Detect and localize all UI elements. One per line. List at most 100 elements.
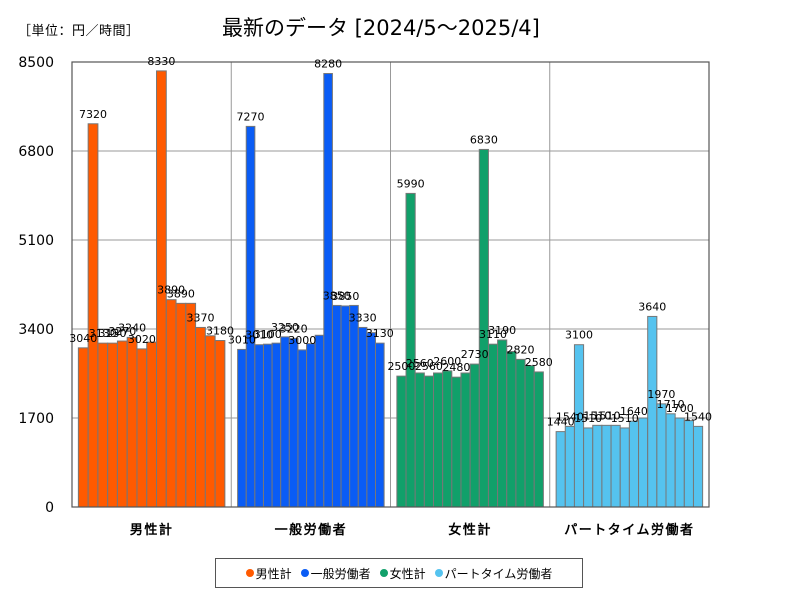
bar (331, 304, 342, 508)
bar (506, 351, 517, 508)
bar (414, 372, 425, 508)
bar (271, 342, 282, 508)
bar (647, 315, 658, 508)
bar (592, 424, 603, 508)
bar (340, 305, 351, 508)
bar (254, 344, 264, 508)
legend-label: 男性計 (255, 566, 292, 581)
data-label: 2480 (442, 361, 470, 374)
plot-frame (71, 61, 710, 508)
data-label: 3850 (331, 290, 359, 303)
bar (245, 125, 256, 508)
data-label: 3100 (565, 329, 593, 342)
bar (497, 339, 508, 508)
data-label: 3370 (186, 311, 214, 324)
unit-label: ［単位：円／時間］ (18, 24, 140, 39)
legend-label: 女性計 (389, 566, 426, 581)
bar (87, 123, 99, 508)
data-label: 3890 (167, 287, 195, 300)
data-label: 7270 (237, 110, 265, 123)
data-label: 3130 (89, 327, 117, 340)
data-label: 3850 (323, 289, 351, 302)
data-label: 3220 (280, 322, 308, 335)
bar (601, 424, 612, 508)
chart-legend: 男性計 一般労働者 女性計 パートタイム労働者 (215, 558, 583, 588)
legend-swatch (434, 569, 443, 577)
bar (185, 302, 197, 508)
bar (297, 349, 308, 508)
legend-item: 一般労働者 (300, 565, 371, 582)
data-label: 2500 (387, 360, 415, 373)
data-label: 3010 (228, 333, 256, 346)
bar (515, 358, 526, 508)
data-label: 3100 (254, 328, 282, 341)
data-label: 1970 (647, 388, 675, 401)
x-category-label: パートタイム労働者 (564, 522, 694, 538)
data-label: 8330 (147, 55, 175, 68)
bar (619, 427, 630, 508)
bar (573, 344, 585, 508)
bar (175, 302, 187, 508)
data-label: 3640 (638, 300, 666, 313)
bar (423, 375, 434, 508)
data-label: 2560 (406, 357, 434, 370)
bar (366, 332, 377, 508)
bar (583, 427, 594, 508)
bar (442, 370, 453, 508)
bar (451, 376, 462, 508)
y-tick-label: 5100 (18, 233, 54, 249)
bar (136, 348, 148, 508)
data-label: 3040 (69, 332, 97, 345)
bar (237, 348, 247, 508)
data-label: 3010 (245, 329, 273, 342)
bar (146, 341, 158, 508)
data-label: 1510 (574, 412, 602, 425)
bar (674, 417, 685, 508)
bar (262, 343, 273, 508)
bar (357, 326, 368, 508)
legend-item: 男性計 (245, 565, 292, 582)
bar (460, 372, 471, 508)
bar (665, 413, 676, 508)
bar (487, 343, 499, 508)
bar (533, 371, 544, 508)
y-tick-label: 3400 (18, 322, 54, 338)
data-label: 1700 (666, 402, 694, 415)
bar (195, 326, 206, 508)
data-label: 3000 (288, 334, 316, 347)
legend-label: 一般労働者 (310, 566, 371, 581)
bar (405, 192, 416, 508)
data-label: 7320 (79, 108, 107, 121)
bar (564, 425, 575, 508)
legend-swatch (300, 569, 309, 577)
data-label: 1540 (556, 410, 584, 423)
bar (555, 431, 566, 508)
x-category-label: 女性計 (448, 522, 492, 538)
bar (126, 336, 138, 508)
y-tick-label: 0 (45, 500, 54, 516)
data-label: 1540 (684, 410, 712, 423)
data-label: 3250 (271, 321, 299, 334)
bar (683, 420, 694, 508)
data-label: 3130 (99, 327, 127, 340)
data-label: 3190 (488, 324, 516, 337)
x-category-label: 男性計 (130, 522, 174, 538)
bar (306, 343, 316, 508)
bar (375, 342, 385, 508)
chart-title: 最新のデータ [2024/5～2025/4] (222, 16, 540, 40)
bar (656, 403, 667, 508)
data-label: 5990 (397, 177, 425, 190)
data-label: 3890 (157, 284, 185, 297)
data-label: 8280 (314, 58, 342, 71)
legend-label: パートタイム労働者 (444, 566, 553, 581)
y-tick-label: 8500 (18, 55, 54, 71)
data-label: 3240 (118, 321, 146, 334)
data-label: 1510 (592, 409, 620, 422)
y-tick-label: 1700 (18, 411, 54, 427)
bar (280, 336, 290, 508)
bar (638, 417, 649, 508)
data-label: 2730 (461, 348, 489, 361)
bar (524, 365, 535, 508)
bar (204, 335, 216, 508)
data-label: 2580 (525, 356, 553, 369)
